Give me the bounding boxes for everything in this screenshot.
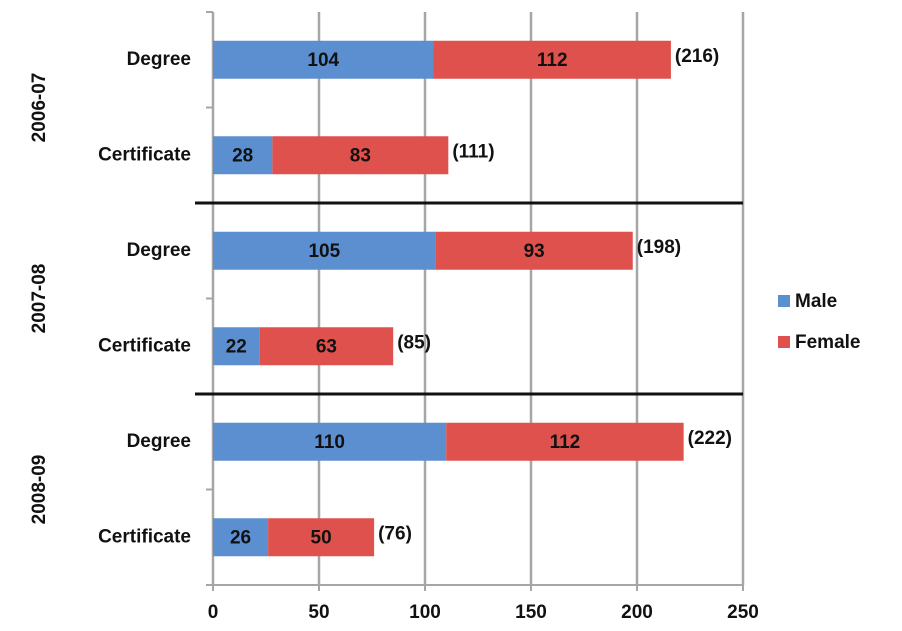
x-tick-label: 100 bbox=[409, 602, 441, 623]
y-tick-label: Certificate bbox=[98, 526, 191, 547]
bar-value-label: 28 bbox=[232, 145, 253, 166]
bar-value-label: 110 bbox=[314, 432, 345, 453]
legend-label: Male bbox=[795, 291, 837, 312]
bar-value-label: 26 bbox=[230, 527, 251, 548]
bar-segment bbox=[268, 518, 375, 557]
y-tick-label: Certificate bbox=[98, 144, 191, 165]
group-label: 2008-09 bbox=[29, 455, 50, 525]
bar-value-label: 50 bbox=[311, 527, 332, 548]
bar-value-label: 22 bbox=[226, 336, 247, 357]
y-tick-label: Degree bbox=[127, 49, 191, 70]
total-label: (216) bbox=[675, 46, 719, 67]
bar-value-label: 105 bbox=[308, 241, 340, 262]
bar-value-label: 112 bbox=[537, 50, 568, 71]
legend-label: Female bbox=[795, 332, 860, 353]
bar-value-label: 83 bbox=[350, 145, 371, 166]
legend-swatch bbox=[778, 336, 790, 348]
x-tick-label: 250 bbox=[727, 602, 759, 623]
bar-segment bbox=[213, 40, 434, 79]
bar-value-label: 93 bbox=[524, 241, 545, 262]
bar-segment bbox=[213, 231, 436, 270]
bar-segment bbox=[213, 422, 447, 461]
total-label: (198) bbox=[637, 237, 681, 258]
group-label: 2006-07 bbox=[29, 73, 50, 143]
bar-segment bbox=[213, 327, 260, 366]
y-tick-label: Degree bbox=[127, 431, 191, 452]
y-tick-label: Certificate bbox=[98, 335, 191, 356]
total-label: (76) bbox=[378, 523, 412, 544]
total-label: (222) bbox=[688, 428, 732, 449]
bar-value-label: 104 bbox=[307, 50, 339, 71]
x-tick-label: 150 bbox=[515, 602, 547, 623]
legend-swatch bbox=[778, 295, 790, 307]
y-tick-label: Degree bbox=[127, 240, 191, 261]
x-tick-label: 200 bbox=[621, 602, 653, 623]
x-tick-label: 0 bbox=[208, 602, 219, 623]
group-label: 2007-08 bbox=[29, 264, 50, 334]
bar-value-label: 112 bbox=[550, 432, 581, 453]
bar-segment bbox=[435, 231, 633, 270]
bar-segment bbox=[213, 136, 273, 175]
bar-segment bbox=[433, 40, 671, 79]
total-label: (85) bbox=[397, 332, 431, 353]
x-tick-label: 50 bbox=[308, 602, 329, 623]
bar-segment bbox=[446, 422, 684, 461]
bar-segment bbox=[213, 518, 269, 557]
total-label: (111) bbox=[452, 141, 494, 162]
bar-segment bbox=[259, 327, 394, 366]
bar-segment bbox=[272, 136, 449, 175]
bar-value-label: 63 bbox=[316, 336, 337, 357]
